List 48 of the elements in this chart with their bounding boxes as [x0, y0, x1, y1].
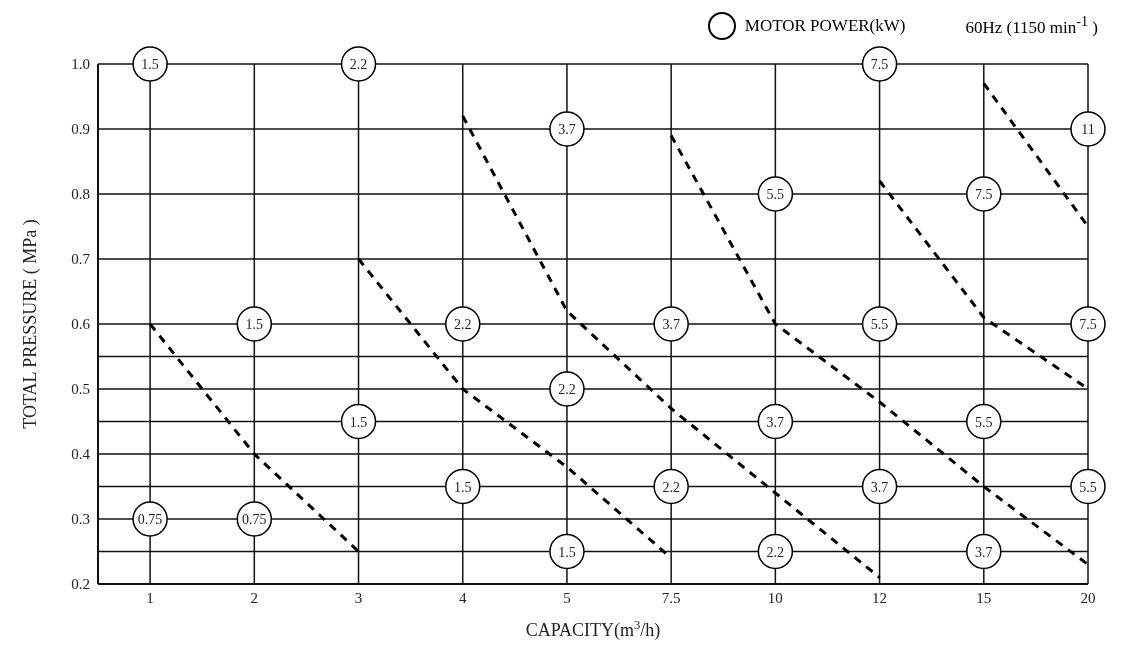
y-tick-label: 0.8	[71, 186, 90, 203]
x-tick-label: 5	[563, 589, 571, 606]
annotation: 1.5	[349, 414, 368, 430]
annotation: 0.75	[242, 512, 267, 527]
annotation: 1.5	[141, 57, 159, 72]
y-tick-label: 0.5	[71, 381, 90, 398]
x-tick-label: 1	[146, 589, 154, 606]
y-tick-label: 0.9	[71, 121, 90, 138]
x-tick-label: 12	[872, 589, 888, 606]
y-axis-title: TOTAL PRESSURE ( MPa )	[20, 219, 41, 429]
annotation: 3.7	[975, 544, 993, 560]
annotation: 7.5	[1079, 317, 1097, 332]
y-tick-label: 0.2	[71, 576, 90, 593]
chart-subtitle: 60Hz (1150 min$^{-1}$ )	[965, 13, 1098, 38]
x-tick-label: 4	[458, 589, 467, 606]
annotation: 1.5	[558, 544, 576, 560]
x-tick-label: 2	[250, 589, 259, 606]
annotation: 3.7	[870, 479, 889, 495]
x-tick-label: 15	[976, 589, 992, 606]
annotation: 5.5	[870, 317, 889, 332]
annotation: 11	[1081, 122, 1095, 137]
annotation: 7.5	[975, 187, 993, 202]
y-tick-label: 0.7	[71, 251, 91, 268]
x-tick-label: 20	[1080, 589, 1096, 606]
annotation: 2.2	[558, 382, 576, 397]
y-tick-label: 0.6	[71, 316, 91, 333]
annotation: 3.7	[766, 414, 785, 430]
y-tick-label: 0.4	[71, 446, 91, 463]
y-tick-label: 0.3	[71, 511, 90, 528]
annotation: 2.2	[662, 479, 680, 495]
annotation: 3.7	[558, 122, 576, 137]
legend-label: MOTOR POWER(kW)	[744, 16, 906, 36]
annotation: 1.5	[453, 479, 472, 495]
annotation: 7.5	[870, 57, 889, 72]
y-tick-label: 1.0	[71, 56, 90, 73]
x-tick-label: 10	[767, 589, 783, 606]
annotation: 1.5	[245, 317, 264, 332]
x-tick-label: 3	[354, 589, 363, 606]
annotation: 5.5	[975, 414, 993, 430]
annotation: 5.5	[1079, 479, 1097, 495]
x-tick-label: 7.5	[661, 589, 681, 606]
annotation: 3.7	[662, 317, 680, 332]
annotation: 0.75	[137, 512, 163, 527]
x-axis-title: CAPACITY(m$^{3}$/h)	[525, 618, 661, 641]
annotation: 2.2	[766, 544, 785, 560]
annotation: 5.5	[766, 187, 785, 202]
annotation: 2.2	[453, 317, 472, 332]
annotation: 2.2	[349, 57, 368, 72]
